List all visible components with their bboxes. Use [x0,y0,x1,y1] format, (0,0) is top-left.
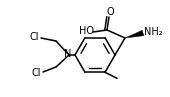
Polygon shape [125,30,144,38]
Text: Cl: Cl [29,32,39,42]
Text: NH₂: NH₂ [144,27,162,37]
Text: N: N [64,49,71,59]
Text: Cl: Cl [31,68,41,78]
Text: HO: HO [79,26,94,36]
Text: O: O [106,7,114,17]
